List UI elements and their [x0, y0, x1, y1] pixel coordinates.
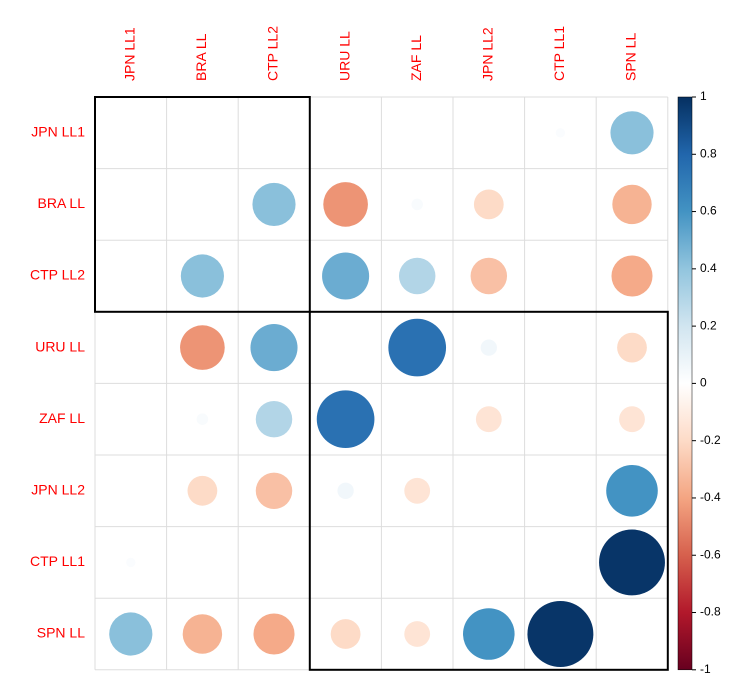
corr-circle: [473, 189, 504, 220]
column-label: ZAF LL: [408, 35, 424, 81]
row-label: JPN LL1: [31, 124, 85, 140]
corr-circle: [480, 339, 497, 356]
corr-circle: [330, 619, 361, 649]
colorbar: [677, 96, 693, 671]
corr-circle: [411, 198, 423, 211]
corr-circle: [180, 325, 225, 370]
colorbar-label: -1: [700, 662, 711, 676]
corr-circle: [182, 614, 223, 654]
row-label: CTP LL2: [30, 267, 85, 283]
row-label: JPN LL2: [31, 482, 85, 498]
colorbar-label: 0.6: [700, 204, 717, 218]
colorbar-label: 0.4: [700, 261, 717, 275]
colorbar-label: -0.2: [700, 433, 721, 447]
corr-circle: [187, 475, 218, 506]
corr-circle: [617, 332, 647, 363]
corr-circle: [398, 257, 436, 295]
column-label: SPN LL: [623, 33, 639, 81]
corr-circle: [252, 182, 296, 226]
column-label: CTP LL2: [265, 26, 281, 81]
cluster-box: [94, 96, 311, 313]
colorbar-label: -0.8: [700, 605, 721, 619]
column-label: CTP LL1: [551, 26, 567, 81]
corr-circle: [606, 465, 658, 517]
cluster-box: [308, 310, 669, 671]
corr-circle: [388, 318, 447, 377]
row-label: URU LL: [35, 338, 85, 354]
corr-circle: [255, 400, 293, 438]
row-label: BRA LL: [38, 195, 86, 211]
corr-circle: [255, 472, 293, 510]
corr-circle: [611, 255, 653, 297]
corr-circle: [180, 254, 224, 298]
row-label: SPN LL: [37, 625, 85, 641]
column-label: BRA LL: [193, 33, 209, 81]
corr-circle: [196, 413, 209, 425]
corr-circle: [619, 406, 645, 433]
colorbar-label: 0.8: [700, 146, 717, 160]
corr-circle: [316, 390, 375, 449]
row-label: CTP LL1: [30, 553, 85, 569]
column-label: URU LL: [336, 31, 352, 81]
corr-circle: [126, 557, 136, 568]
colorbar-label: 0.2: [700, 318, 717, 332]
corr-circle: [527, 601, 594, 667]
corr-circle: [599, 529, 665, 596]
column-label: JPN LL1: [122, 27, 138, 81]
corr-circle: [323, 182, 368, 227]
colorbar-label: -0.4: [700, 490, 721, 504]
corr-circle: [322, 252, 370, 300]
corr-circle: [470, 257, 508, 295]
corr-circle: [404, 621, 431, 647]
colorbar-label: -0.6: [700, 547, 721, 561]
corr-circle: [404, 477, 431, 504]
corr-circle: [250, 324, 298, 372]
corr-circle: [555, 128, 566, 138]
corr-circle: [337, 482, 354, 499]
corr-circle: [109, 612, 153, 656]
column-label: JPN LL2: [480, 27, 496, 81]
corr-circle: [463, 608, 515, 660]
corr-circle: [610, 111, 654, 155]
corr-circle: [475, 406, 502, 433]
row-label: ZAF LL: [39, 410, 85, 426]
corr-circle: [253, 613, 295, 655]
colorbar-label: 0: [700, 376, 707, 390]
colorbar-label: 1: [700, 89, 707, 103]
corr-circle: [612, 184, 652, 225]
